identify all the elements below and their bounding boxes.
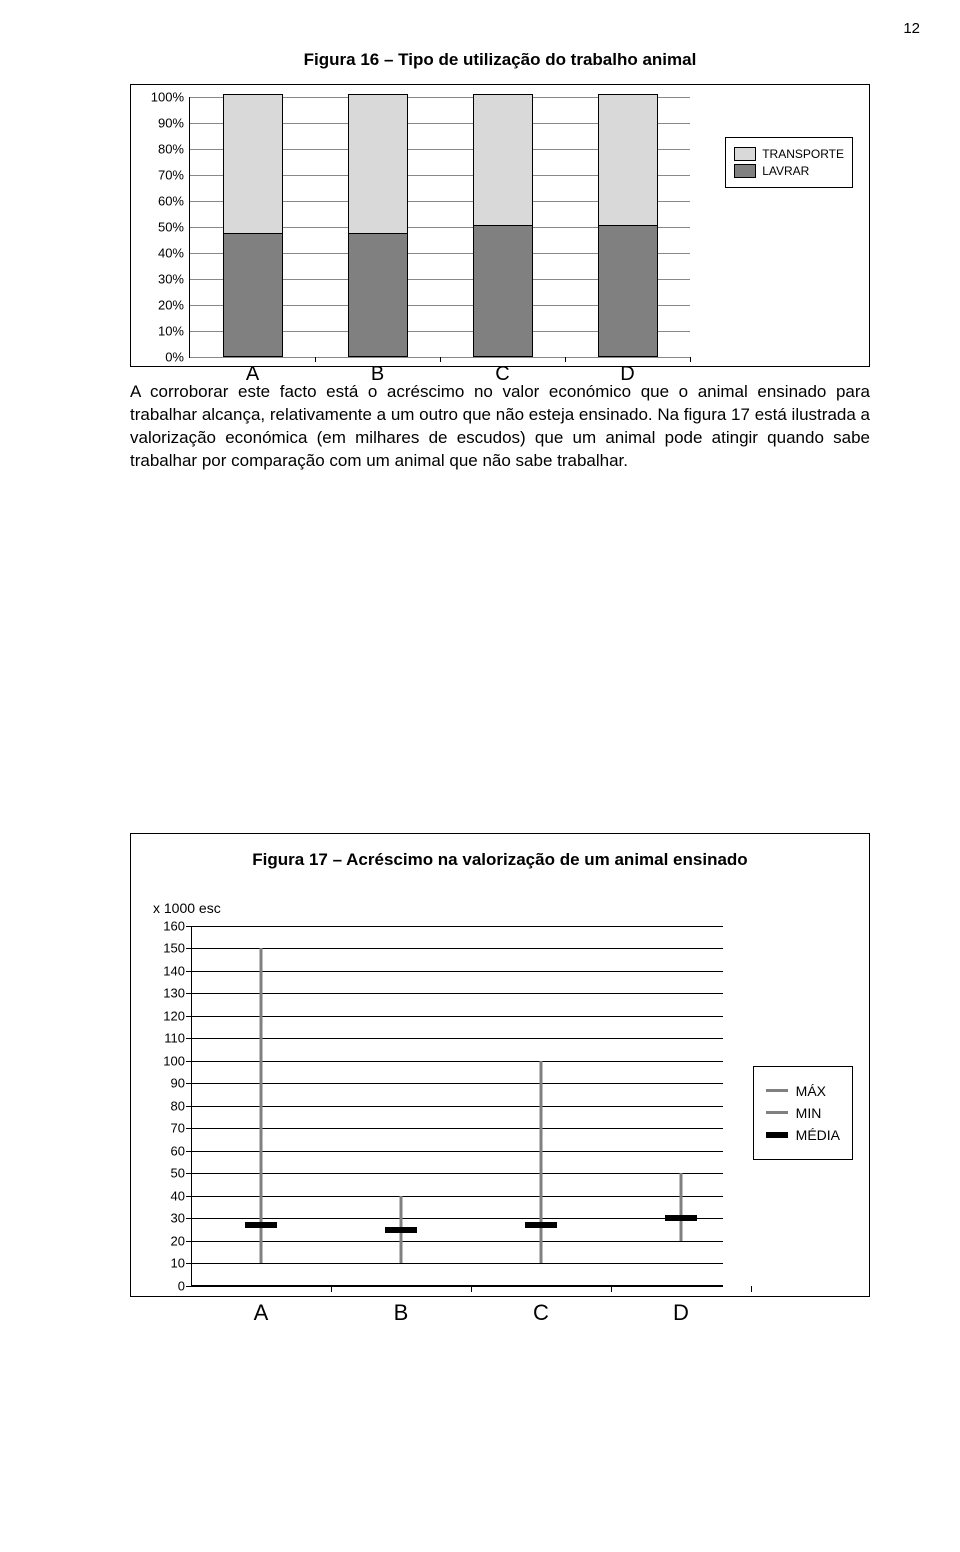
figure17-title: Figura 17 – Acréscimo na valorização de … xyxy=(147,850,853,870)
xtick-label: A xyxy=(246,357,259,386)
range-line xyxy=(260,948,263,1263)
range-line xyxy=(680,1173,683,1241)
gridline xyxy=(191,971,723,972)
xtick-label: D xyxy=(673,1286,689,1326)
legend-label: MIN xyxy=(796,1105,822,1121)
figure17-legend: MÁX MIN MÉDIA xyxy=(753,1066,853,1160)
xtick-label: B xyxy=(394,1286,409,1326)
gridline xyxy=(191,1286,723,1287)
gridline xyxy=(191,926,723,927)
gridline xyxy=(191,948,723,949)
gridline xyxy=(191,1061,723,1062)
ytick-label: 40% xyxy=(158,246,190,261)
figure16-title: Figura 16 – Tipo de utilização do trabal… xyxy=(130,50,870,70)
gridline xyxy=(191,1196,723,1197)
mean-marker xyxy=(525,1222,557,1228)
legend-item-mean: MÉDIA xyxy=(766,1127,840,1143)
legend-item-transporte: TRANSPORTE xyxy=(734,147,844,161)
xtick-label: B xyxy=(371,357,384,386)
legend-label: TRANSPORTE xyxy=(762,147,844,161)
ytick-label: 80% xyxy=(158,142,190,157)
page-number: 12 xyxy=(903,20,920,37)
bar xyxy=(223,94,283,357)
bar xyxy=(598,94,658,357)
gridline xyxy=(191,1128,723,1129)
bar xyxy=(473,94,533,357)
figure17-plot: 0102030405060708090100110120130140150160… xyxy=(191,926,723,1286)
mean-marker xyxy=(665,1215,697,1221)
ytick-label: 0% xyxy=(165,350,190,365)
legend-item-lavrar: LAVRAR xyxy=(734,164,844,178)
legend-item-min: MIN xyxy=(766,1105,840,1121)
body-paragraph: A corroborar este facto está o acréscimo… xyxy=(130,381,870,473)
mean-marker xyxy=(385,1227,417,1233)
gridline xyxy=(191,993,723,994)
gridline xyxy=(191,1038,723,1039)
figure16-legend: TRANSPORTE LAVRAR xyxy=(725,137,853,188)
figure16-chart: 0%10%20%30%40%50%60%70%80%90%100%ABCD TR… xyxy=(130,84,870,367)
gridline xyxy=(191,1151,723,1152)
gridline xyxy=(191,1016,723,1017)
ytick-label: 30% xyxy=(158,272,190,287)
ytick-label: 100% xyxy=(151,90,190,105)
gridline xyxy=(191,1241,723,1242)
gridline xyxy=(191,1263,723,1264)
ytick-label: 90% xyxy=(158,116,190,131)
ytick-label: 50% xyxy=(158,220,190,235)
figure17-yunit: x 1000 esc xyxy=(153,900,853,916)
legend-marker-mean xyxy=(766,1132,788,1138)
xtick-label: D xyxy=(620,357,634,386)
legend-item-max: MÁX xyxy=(766,1083,840,1099)
swatch-transporte xyxy=(734,147,756,161)
xtick-label: A xyxy=(254,1286,269,1326)
gridline xyxy=(191,1106,723,1107)
ytick-label: 10% xyxy=(158,324,190,339)
range-line xyxy=(540,1061,543,1264)
mean-marker xyxy=(245,1222,277,1228)
legend-marker-max xyxy=(766,1089,788,1092)
legend-marker-min xyxy=(766,1111,788,1114)
legend-label: LAVRAR xyxy=(762,164,809,178)
swatch-lavrar xyxy=(734,164,756,178)
legend-label: MÉDIA xyxy=(796,1127,840,1143)
figure17-chart: Figura 17 – Acréscimo na valorização de … xyxy=(130,833,870,1297)
ytick-label: 20% xyxy=(158,298,190,313)
gridline xyxy=(191,1218,723,1219)
ytick-label: 70% xyxy=(158,168,190,183)
gridline xyxy=(191,1173,723,1174)
xtick-label: C xyxy=(495,357,509,386)
xtick-label: C xyxy=(533,1286,549,1326)
figure16-plot: 0%10%20%30%40%50%60%70%80%90%100%ABCD xyxy=(189,97,690,358)
gridline xyxy=(191,1083,723,1084)
ytick-label: 60% xyxy=(158,194,190,209)
legend-label: MÁX xyxy=(796,1083,826,1099)
bar xyxy=(348,94,408,357)
